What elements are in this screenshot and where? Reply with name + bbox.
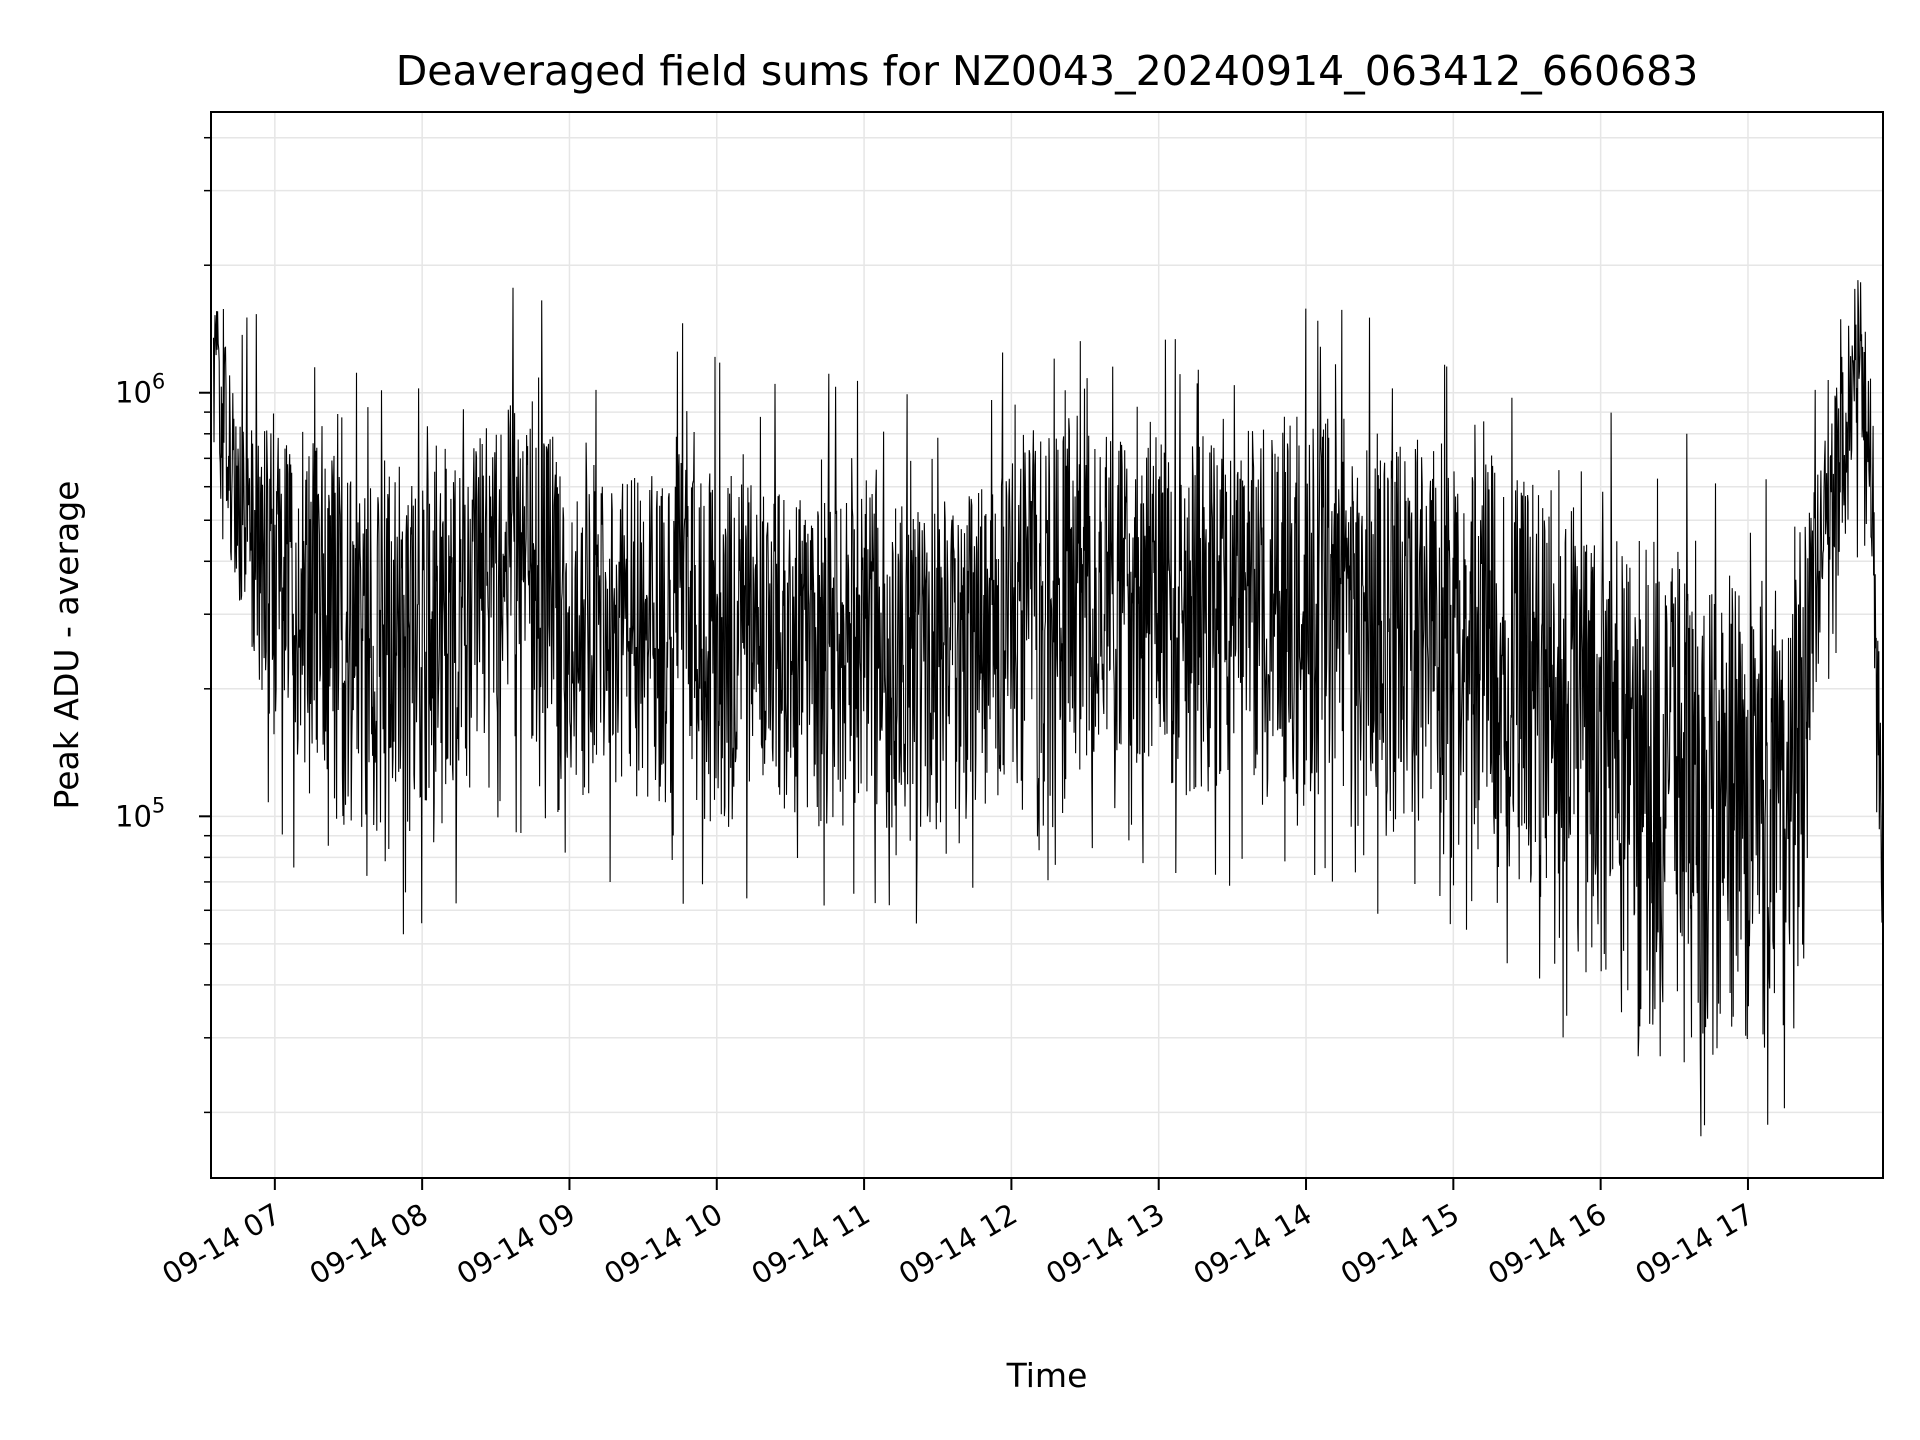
ticks: [199, 136, 1749, 1190]
data-series: [212, 280, 1884, 1137]
y-tick-base: 10: [115, 376, 152, 410]
chart-title: Deaveraged field sums for NZ0043_2024091…: [396, 47, 1699, 95]
x-axis-title: Time: [1006, 1356, 1088, 1395]
plot-frame: [210, 111, 1884, 1179]
y-tick-label: 106: [115, 370, 165, 410]
y-tick-exponent: 5: [152, 793, 165, 817]
y-axis-title: Peak ADU - average: [47, 481, 86, 810]
y-tick-base: 10: [115, 799, 152, 833]
series-line: [212, 280, 1884, 1137]
y-tick-exponent: 6: [152, 370, 165, 394]
y-tick-label: 105: [115, 793, 165, 833]
